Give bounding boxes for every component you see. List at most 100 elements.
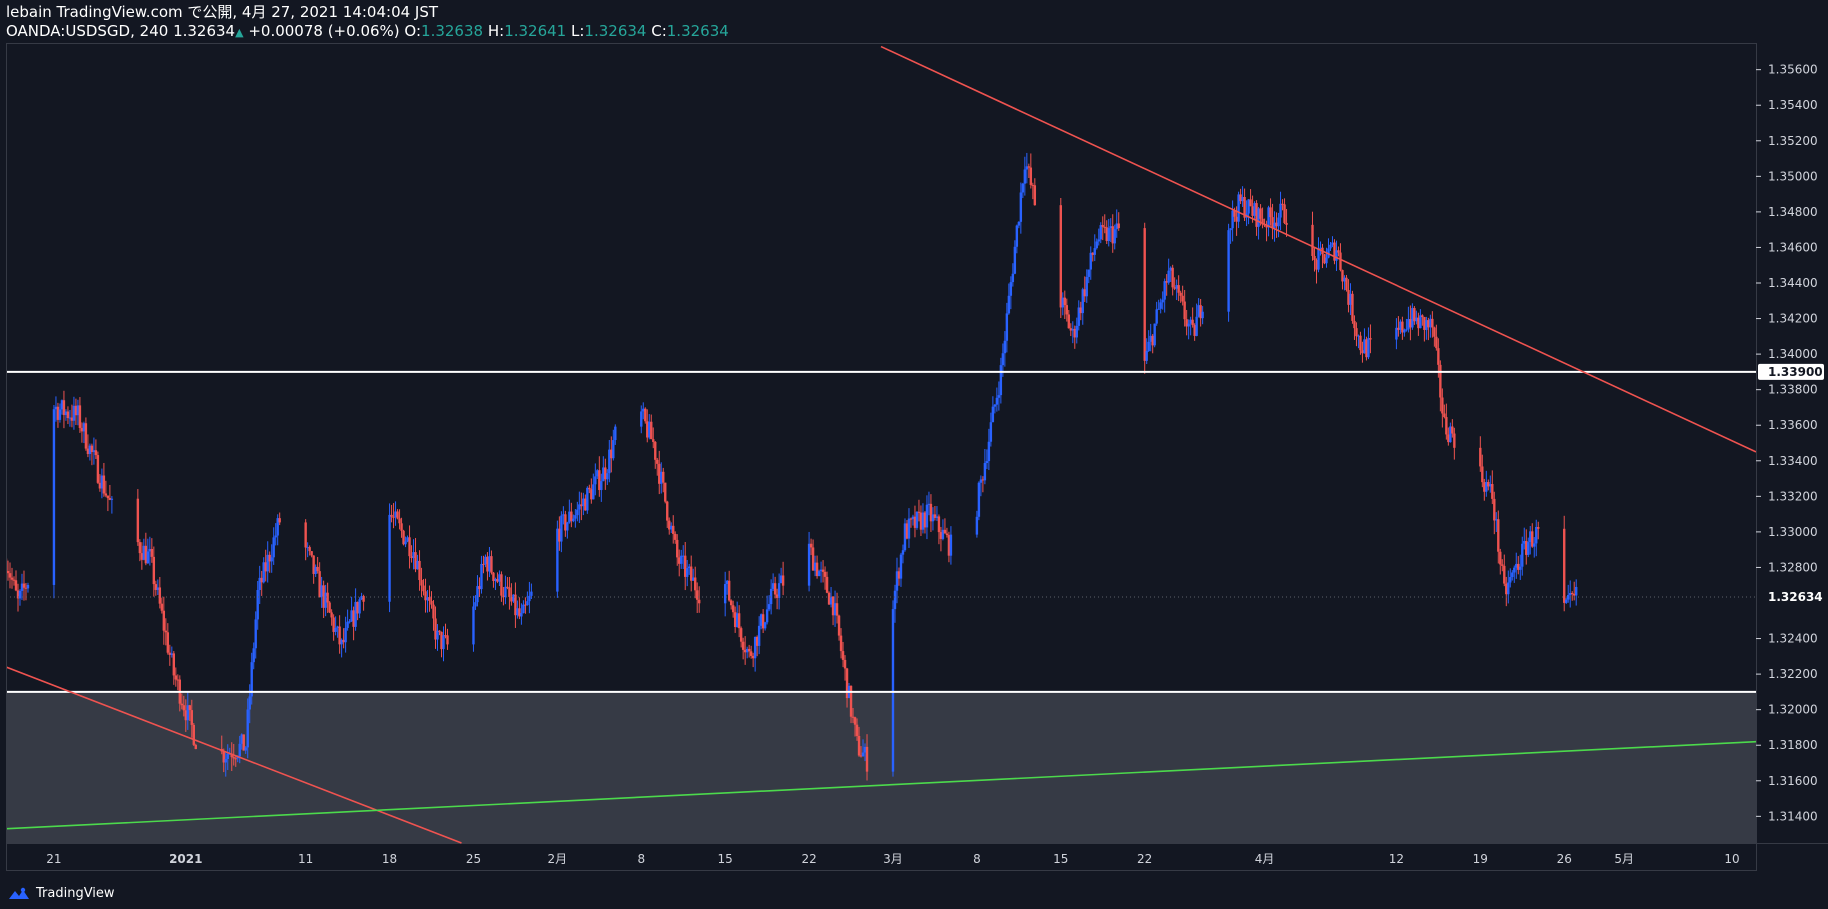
time-axis[interactable]: 21 2021 11 18 25 2月 8 15 22 3月 8 15 22 4月 12 19 26 5月 10 <box>46 852 1739 866</box>
candle-body <box>865 746 869 772</box>
candle-body <box>1369 338 1372 340</box>
candle <box>666 500 669 528</box>
candle <box>1011 263 1015 287</box>
candle <box>763 621 767 631</box>
candle-body <box>440 631 443 650</box>
candle-body <box>1099 225 1102 240</box>
candle-body <box>8 573 12 578</box>
up-arrow-icon: ▲ <box>235 26 244 39</box>
candle-body <box>398 518 401 524</box>
candle-body <box>160 603 164 611</box>
candle <box>484 554 487 568</box>
tradingview-brand[interactable]: TradingView <box>36 886 115 901</box>
candle-body <box>1175 285 1178 289</box>
candle-body <box>20 583 24 591</box>
candle-body <box>949 534 953 556</box>
candle-body <box>168 652 172 655</box>
candle <box>150 538 154 563</box>
x-tick-label: 2月 <box>548 852 568 866</box>
price-change: +0.00078 (+0.06%) <box>248 22 400 40</box>
candle-body <box>771 583 775 589</box>
candle-body <box>16 590 20 599</box>
candle-body <box>1519 566 1522 570</box>
candle <box>1449 422 1452 443</box>
candle-body <box>1451 426 1454 434</box>
candle <box>1153 323 1156 348</box>
candle <box>853 716 857 737</box>
candle <box>1019 182 1023 234</box>
x-tick-label: 3月 <box>883 852 903 866</box>
candle <box>1247 199 1250 225</box>
candle <box>588 484 591 494</box>
candle-body <box>831 596 835 616</box>
candle-body <box>1363 339 1366 354</box>
candle-body <box>853 717 857 725</box>
candle-body <box>142 545 146 560</box>
candle <box>835 592 839 624</box>
candle <box>560 511 563 553</box>
candle-body <box>1059 205 1062 308</box>
candle-body <box>558 528 561 542</box>
candle-body <box>819 569 823 572</box>
candle-body <box>424 591 427 601</box>
candle <box>414 537 417 573</box>
x-tick-label: 18 <box>382 852 397 866</box>
candle-body <box>516 608 519 616</box>
candle-body <box>1261 218 1264 225</box>
candle-body <box>1191 319 1194 326</box>
candle <box>518 597 521 620</box>
candle <box>476 575 479 607</box>
candle-body <box>422 585 425 592</box>
candle <box>807 531 811 592</box>
candle <box>566 521 569 539</box>
candle-body <box>905 523 909 539</box>
candle-body <box>328 602 331 613</box>
candle <box>987 428 991 471</box>
candle <box>1067 309 1070 329</box>
candle <box>180 693 183 710</box>
symbol-interval[interactable]: OANDA:USDSGD, 240 <box>6 22 169 40</box>
candle <box>897 567 901 586</box>
candle <box>410 545 413 563</box>
candle <box>1529 525 1532 555</box>
green-support-trendline[interactable] <box>6 740 1756 830</box>
candle <box>1237 191 1240 229</box>
candle <box>1099 222 1102 244</box>
candle <box>274 523 277 546</box>
candle-body <box>1313 256 1316 260</box>
y-tick-label: 1.31600 <box>1768 774 1818 788</box>
candle-body <box>136 498 140 543</box>
candle <box>1491 470 1494 505</box>
candle <box>1403 328 1406 337</box>
candle <box>648 414 651 440</box>
candle <box>1503 554 1506 587</box>
candle <box>1093 234 1096 262</box>
candle-body <box>921 512 925 530</box>
candle-body <box>602 467 605 482</box>
candle <box>418 550 421 591</box>
candle-body <box>110 498 114 500</box>
candle <box>168 644 172 666</box>
candle <box>108 484 112 501</box>
lower-red-trendline[interactable] <box>6 666 462 844</box>
candle-body <box>674 533 677 540</box>
candle-body <box>1433 327 1436 337</box>
candle-body <box>1323 254 1326 264</box>
candle-body <box>1269 207 1272 218</box>
candle-body <box>1027 166 1031 168</box>
candle-body <box>76 405 80 416</box>
candle <box>831 596 835 626</box>
price-axis[interactable]: 1.35600 1.35400 1.35200 1.35000 1.34800 1.346… <box>1756 63 1818 824</box>
candle-body <box>348 621 351 623</box>
candle-body <box>723 584 727 604</box>
candle-body <box>1315 259 1318 270</box>
candle-body <box>775 594 779 598</box>
candle-body <box>520 613 523 617</box>
candle <box>739 626 743 648</box>
descending-trendline[interactable] <box>880 45 1756 453</box>
candle <box>1003 331 1007 367</box>
candle <box>190 699 193 738</box>
candle <box>851 707 855 724</box>
tradingview-logo-icon[interactable] <box>8 887 30 901</box>
